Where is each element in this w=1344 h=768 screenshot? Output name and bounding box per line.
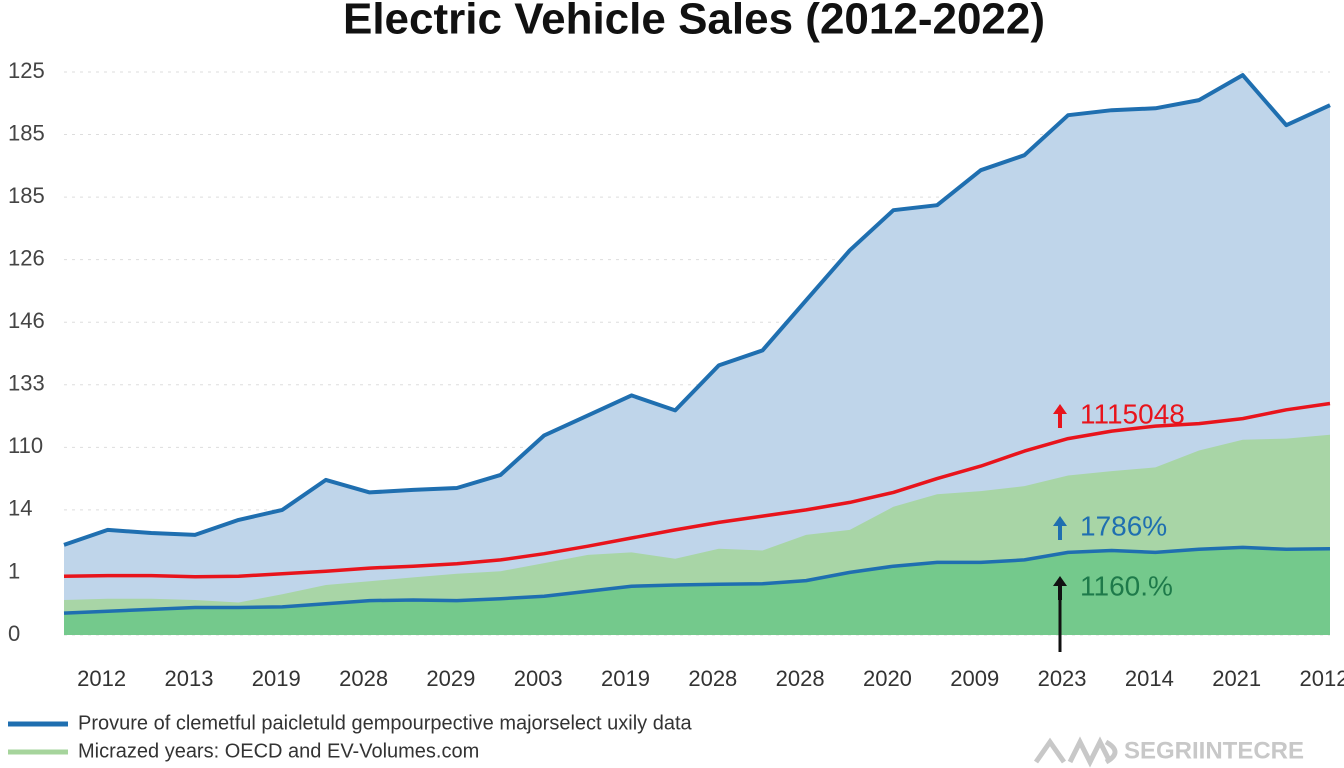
chart-title: Electric Vehicle Sales (2012-2022)	[343, 0, 1045, 44]
y-tick-label: 185	[8, 183, 45, 208]
x-tick-label: 2028	[339, 666, 388, 691]
x-tick-label: 2009	[950, 666, 999, 691]
x-tick-label: 2021	[1212, 666, 1261, 691]
legend-label: Micrazed years: OECD and EV-Volumes.com	[78, 740, 479, 762]
x-tick-label: 2028	[776, 666, 825, 691]
line	[63, 545, 1331, 615]
y-tick-label: 125	[8, 58, 45, 83]
y-tick-label: 126	[8, 245, 45, 270]
y-tick-label: 185	[8, 120, 45, 145]
y-tick-label: 14	[8, 496, 32, 521]
area	[64, 547, 1330, 635]
x-tick-label: 2020	[863, 666, 912, 691]
y-tick-label: 0	[8, 621, 20, 646]
annotation-label: 1786%	[1080, 510, 1167, 541]
y-tick-label: 110	[8, 433, 43, 458]
annotation-arrow	[1053, 404, 1067, 428]
line	[63, 401, 1331, 579]
legend-label: Provure of clemetful paicletuld gempourp…	[78, 712, 693, 734]
x-tick-label: 2023	[1038, 666, 1087, 691]
annotation-label: 1115048	[1080, 398, 1185, 429]
y-tick-label: 133	[8, 371, 45, 396]
y-tick-label: 146	[8, 308, 45, 333]
annotation-label: 1160.%	[1080, 570, 1173, 601]
annotation-arrow	[1053, 576, 1067, 600]
annotation: 1160.%	[1053, 570, 1173, 652]
x-tick-label: 2019	[252, 666, 301, 691]
x-tick-label: 2014	[1125, 666, 1174, 691]
line	[63, 73, 1331, 547]
annotation-arrow	[1053, 516, 1067, 540]
x-tick-label: 2012	[1300, 666, 1344, 691]
x-tick-label: 2012	[77, 666, 126, 691]
x-tick-label: 2019	[601, 666, 650, 691]
x-tick-label: 2013	[164, 666, 213, 691]
watermark-logo	[1033, 736, 1118, 768]
watermark: SEGRIINTECRE	[1124, 737, 1304, 764]
x-tick-label: 2003	[514, 666, 563, 691]
x-tick-label: 2029	[426, 666, 475, 691]
annotation: 1786%	[1053, 510, 1167, 541]
y-tick-label: 1	[8, 558, 20, 583]
annotation: 1115048	[1053, 398, 1185, 429]
x-tick-label: 2028	[688, 666, 737, 691]
